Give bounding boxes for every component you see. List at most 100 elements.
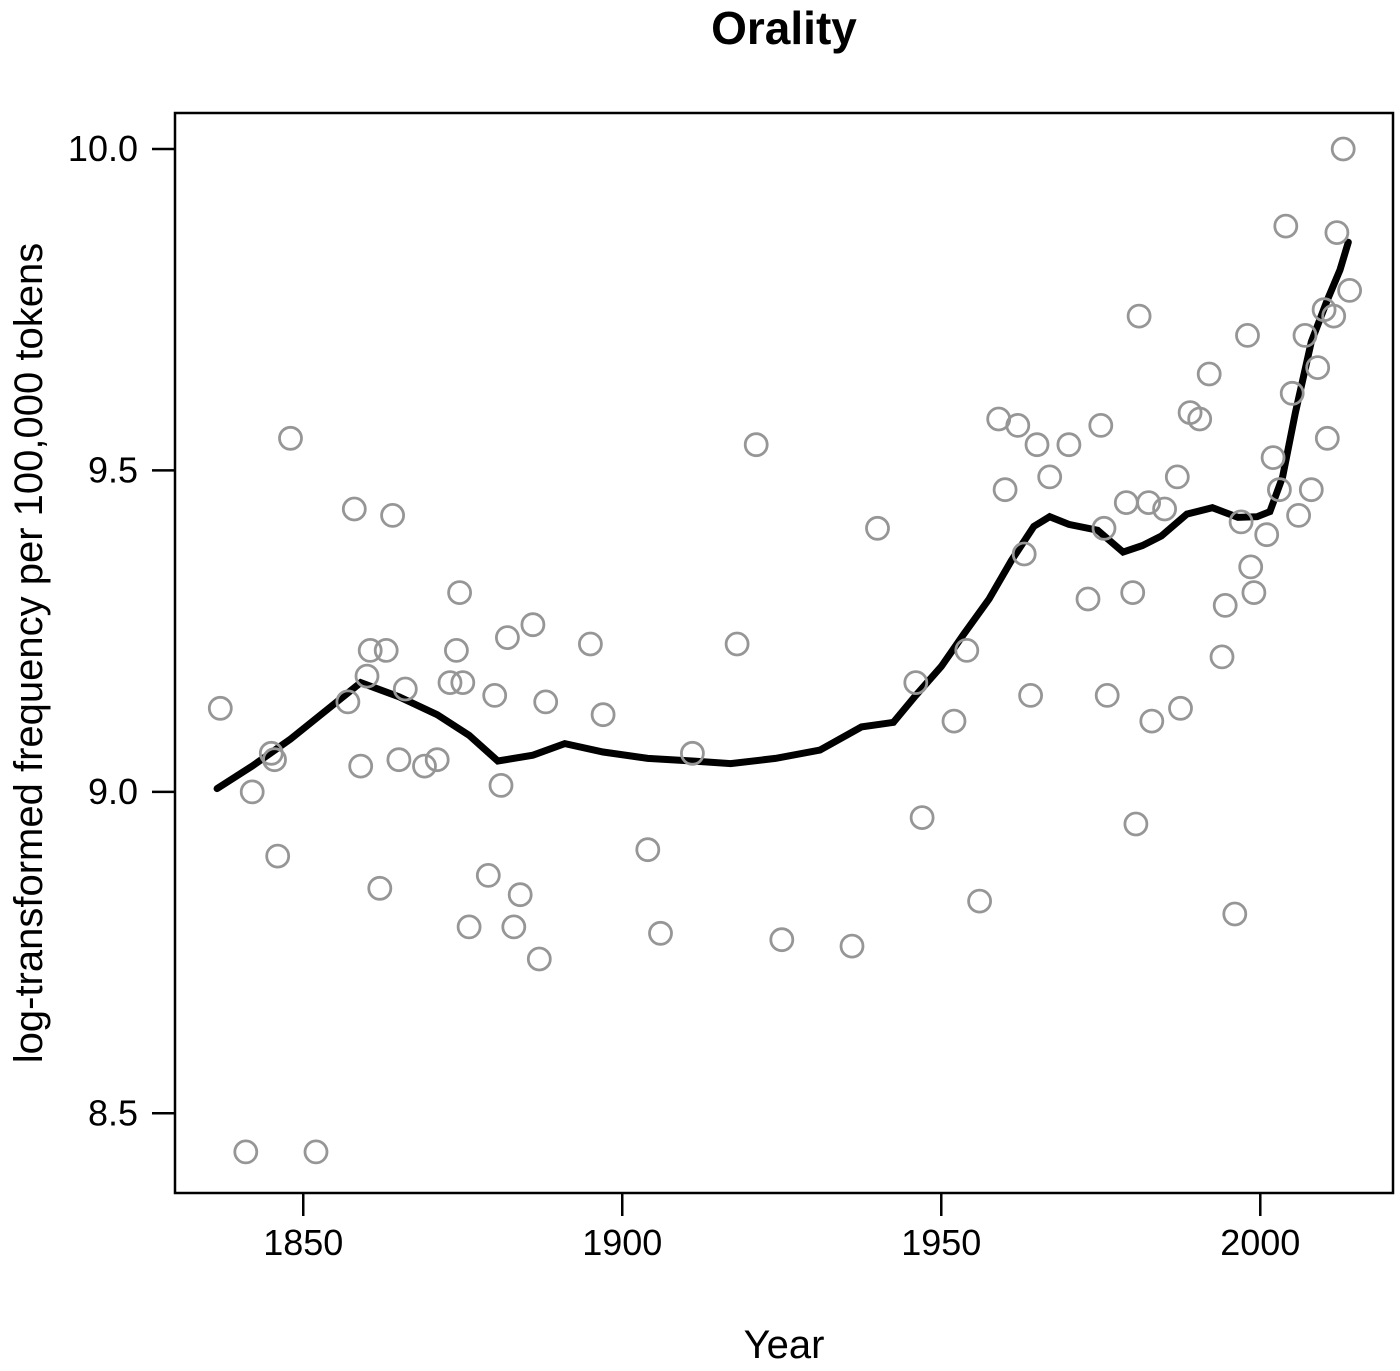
data-point <box>1241 580 1267 605</box>
data-point <box>386 747 412 773</box>
data-point <box>443 638 469 663</box>
data-point <box>1298 477 1324 503</box>
data-point <box>1091 515 1117 541</box>
data-point <box>1113 490 1139 516</box>
data-point <box>865 515 890 541</box>
data-point <box>533 689 559 715</box>
data-point <box>909 805 935 830</box>
data-point <box>373 638 399 663</box>
data-point <box>507 882 533 908</box>
x-tick-label: 1900 <box>582 1222 662 1263</box>
data-point <box>1056 432 1082 458</box>
data-point <box>1314 425 1340 451</box>
data-point <box>265 843 291 869</box>
x-tick-label: 2000 <box>1220 1222 1300 1263</box>
data-point <box>380 503 406 528</box>
data-point <box>1209 644 1235 670</box>
y-tick-label: 9.5 <box>88 449 138 490</box>
data-point <box>335 689 361 715</box>
data-point <box>1305 355 1331 381</box>
y-tick-label: 10.0 <box>68 128 138 169</box>
data-point <box>1196 361 1222 387</box>
data-point <box>724 631 750 657</box>
x-tick-label: 1850 <box>263 1222 343 1263</box>
y-axis-label: log-transformed frequency per 100,000 to… <box>7 243 51 1064</box>
data-point <box>1139 708 1165 734</box>
data-point <box>207 695 233 721</box>
data-point <box>501 914 527 940</box>
data-point <box>743 432 769 458</box>
data-point <box>1235 322 1260 348</box>
data-point <box>494 625 520 650</box>
plot-border <box>173 111 1395 1195</box>
data-point <box>1279 380 1305 406</box>
data-point <box>357 638 383 663</box>
data-point <box>475 863 501 888</box>
data-point <box>1254 522 1280 548</box>
data-point <box>412 753 437 779</box>
x-axis-label: Year <box>744 1323 825 1367</box>
data-point <box>1005 412 1031 438</box>
data-point <box>424 747 450 773</box>
data-point <box>590 702 616 728</box>
data-point <box>456 914 482 940</box>
data-point <box>769 927 795 953</box>
scatter-points-group <box>207 136 1362 1165</box>
data-point <box>450 670 476 695</box>
data-point <box>635 837 661 863</box>
data-point <box>1330 136 1356 162</box>
data-point <box>262 747 287 773</box>
data-point <box>1123 811 1149 837</box>
data-point <box>1222 901 1248 927</box>
data-point <box>348 753 374 779</box>
data-point <box>1187 406 1213 432</box>
data-point <box>341 496 367 522</box>
data-point <box>1164 464 1190 490</box>
data-point <box>1292 322 1318 348</box>
data-point <box>1273 213 1299 239</box>
data-point <box>578 631 603 657</box>
loess-trend-line <box>213 238 1352 793</box>
data-point <box>1094 683 1120 708</box>
data-point <box>903 670 929 695</box>
data-point <box>239 779 265 805</box>
data-point <box>1126 303 1152 329</box>
data-point <box>1152 496 1177 522</box>
data-point <box>648 920 673 946</box>
data-point <box>680 740 705 766</box>
data-point <box>354 663 380 689</box>
data-point <box>1321 303 1347 329</box>
data-point <box>1267 477 1292 503</box>
data-point <box>437 670 463 695</box>
trend-line-group <box>213 238 1352 793</box>
data-point <box>1024 432 1050 458</box>
data-point <box>367 875 393 901</box>
chart-title: Orality <box>711 2 857 54</box>
data-point <box>1075 586 1101 612</box>
data-point <box>303 1139 329 1165</box>
y-tick-label: 8.5 <box>88 1092 138 1133</box>
x-tick-label: 1950 <box>901 1222 981 1263</box>
data-point <box>992 477 1018 503</box>
data-point <box>967 888 992 914</box>
data-point <box>1337 277 1362 303</box>
data-point <box>1238 554 1264 580</box>
data-point <box>233 1139 259 1165</box>
data-point <box>447 580 473 605</box>
data-point <box>1088 412 1114 438</box>
data-point <box>1286 503 1311 528</box>
data-point <box>1228 509 1254 535</box>
data-point <box>278 425 303 451</box>
data-point <box>488 773 514 798</box>
data-point <box>1011 541 1037 567</box>
data-point <box>1168 695 1193 721</box>
data-point <box>520 612 546 638</box>
y-axis-ticks: 8.5 9.0 9.5 10.0 <box>68 128 175 1133</box>
data-point <box>1324 220 1350 246</box>
data-point <box>392 676 418 702</box>
data-point <box>1136 490 1161 516</box>
data-point <box>1260 445 1286 471</box>
data-point <box>1018 683 1043 708</box>
